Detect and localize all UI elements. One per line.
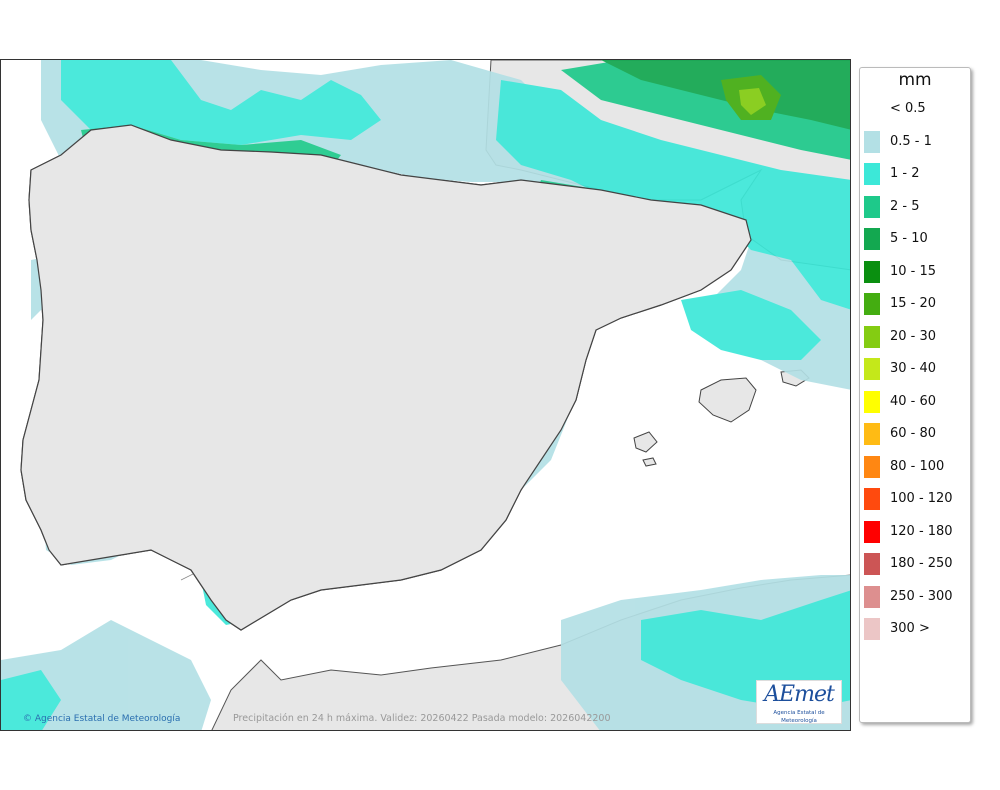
legend-swatch <box>864 163 880 185</box>
legend-label: 5 - 10 <box>890 231 928 246</box>
legend-label: 15 - 20 <box>890 296 937 311</box>
legend-label: 0.5 - 1 <box>890 133 932 149</box>
legend-swatch <box>864 488 880 510</box>
legend-item: 60 - 80 <box>864 423 968 445</box>
legend-label: 80 - 100 <box>890 458 945 474</box>
legend-label: 120 - 180 <box>890 523 953 539</box>
legend-item: 300 > <box>864 618 968 640</box>
credit-text: © Agencia Estatal de Meteorología <box>23 714 181 724</box>
legend-swatch <box>864 130 880 153</box>
legend-item: 30 - 40 <box>864 358 968 380</box>
legend-label: 30 - 40 <box>890 361 937 376</box>
legend-item: < 0.5 <box>864 98 968 120</box>
legend-swatch <box>864 585 880 608</box>
legend-unit: mm <box>898 70 932 90</box>
legend-item: 80 - 100 <box>864 455 968 478</box>
legend-swatch <box>864 98 880 120</box>
map-caption: Precipitación en 24 h máxima. Validez: 2… <box>233 713 611 724</box>
legend-label: < 0.5 <box>890 101 926 116</box>
legend-label: 100 - 120 <box>890 491 953 506</box>
legend-swatch <box>864 423 880 445</box>
legend-swatch <box>864 228 880 250</box>
legend-swatch <box>864 260 880 283</box>
legend-swatch <box>864 358 880 380</box>
legend-item: 2 - 5 <box>864 195 968 218</box>
legend-swatch <box>864 455 880 478</box>
legend-swatch <box>864 293 880 315</box>
aemet-logo-mark: AEmet <box>764 682 835 707</box>
legend-item: 40 - 60 <box>864 390 968 413</box>
map-canvas <box>1 60 850 730</box>
mallorca <box>698 377 757 423</box>
aemet-logo-subtitle: Agencia Estatal de Meteorología <box>773 710 825 724</box>
legend-item: 100 - 120 <box>864 488 968 510</box>
legend-label: 10 - 15 <box>890 263 937 279</box>
legend-item: 120 - 180 <box>864 520 968 543</box>
legend-label: 20 - 30 <box>890 328 937 344</box>
legend-label: 60 - 80 <box>890 426 937 441</box>
legend-label: 1 - 2 <box>890 166 920 181</box>
legend-item: 20 - 30 <box>864 325 968 348</box>
legend-label: 180 - 250 <box>890 556 953 571</box>
legend-item: 0.5 - 1 <box>864 130 968 153</box>
legend-swatch <box>864 553 880 575</box>
legend-item: 5 - 10 <box>864 228 968 250</box>
legend-label: 2 - 5 <box>890 198 920 214</box>
legend-item: 15 - 20 <box>864 293 968 315</box>
ibiza <box>633 431 658 453</box>
precipitation-map: © Agencia Estatal de Meteorología Precip… <box>0 59 851 731</box>
legend-label: 300 > <box>890 621 930 636</box>
formentera <box>642 457 657 467</box>
aemet-logo: AEmet Agencia Estatal de Meteorología <box>756 680 842 724</box>
legend-swatch <box>864 520 880 543</box>
legend-swatch <box>864 195 880 218</box>
legend-label: 40 - 60 <box>890 393 937 409</box>
legend-swatch <box>864 390 880 413</box>
legend-item: 10 - 15 <box>864 260 968 283</box>
legend-item: 1 - 2 <box>864 163 968 185</box>
legend-item: 180 - 250 <box>864 553 968 575</box>
legend-label: 250 - 300 <box>890 588 953 604</box>
legend-swatch <box>864 618 880 640</box>
precipitation-legend: mm < 0.5 0.5 - 1 1 - 2 2 - 5 5 - 10 10 - 15 15… <box>859 67 971 723</box>
legend-item: 250 - 300 <box>864 585 968 608</box>
legend-swatch <box>864 325 880 348</box>
